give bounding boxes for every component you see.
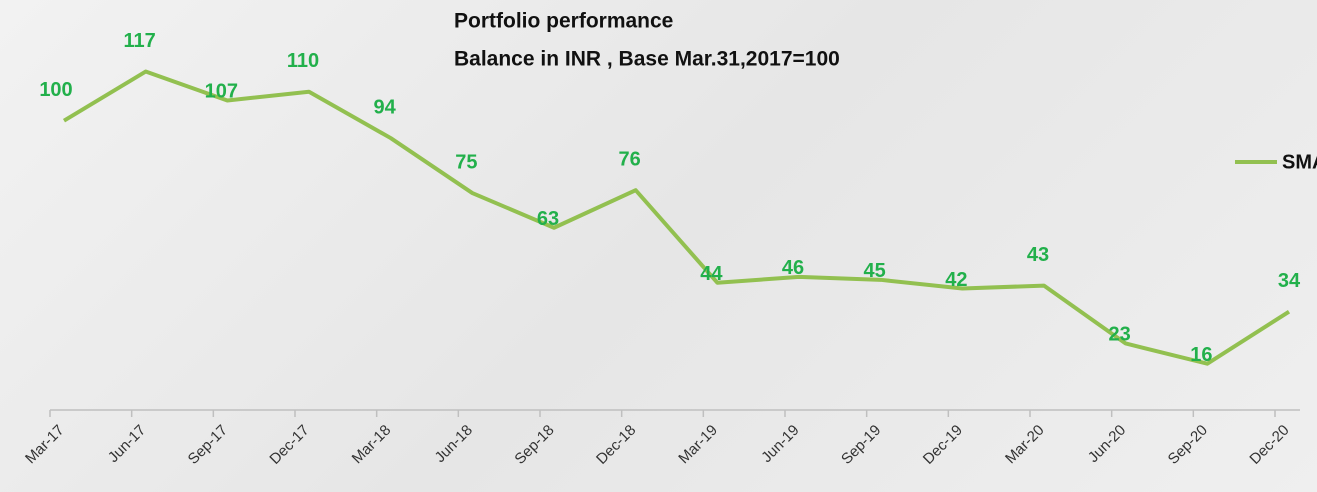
data-label: 42 xyxy=(945,269,967,291)
x-tick-label: Mar-19 xyxy=(675,422,721,468)
data-label: 100 xyxy=(39,79,72,101)
x-tick-label: Sep-20 xyxy=(1165,422,1211,468)
x-tick-label: Dec-17 xyxy=(266,422,312,468)
x-tick-label: Dec-20 xyxy=(1246,422,1292,468)
data-label: 45 xyxy=(864,260,886,282)
chart-title: Portfolio performance xyxy=(454,10,673,33)
x-tick-label: Sep-19 xyxy=(838,422,884,468)
data-label: 23 xyxy=(1109,324,1131,346)
x-tick-label: Mar-20 xyxy=(1002,422,1048,468)
legend-label: SMA 30+ xyxy=(1282,151,1317,173)
data-label: 76 xyxy=(619,148,641,170)
x-tick-label: Dec-18 xyxy=(593,422,639,468)
x-tick-label: Jun-18 xyxy=(432,422,476,466)
x-tick-label: Sep-18 xyxy=(511,422,557,468)
x-tick-label: Jun-19 xyxy=(758,422,802,466)
data-label: 63 xyxy=(537,208,559,230)
data-label: 44 xyxy=(700,263,723,285)
x-tick-label: Jun-20 xyxy=(1085,422,1129,466)
x-tick-label: Mar-18 xyxy=(349,422,395,468)
x-tick-label: Mar-17 xyxy=(22,422,68,468)
line xyxy=(62,69,1291,366)
data-label: 110 xyxy=(287,50,319,72)
data-label: 107 xyxy=(205,81,238,103)
data-label: 34 xyxy=(1278,270,1301,292)
data-label: 75 xyxy=(455,151,477,173)
data-label: 117 xyxy=(124,30,156,52)
x-tick-label: Sep-17 xyxy=(185,422,231,468)
data-label: 43 xyxy=(1027,244,1049,266)
chart-subtitle: Balance in INR , Base Mar.31,2017=100 xyxy=(454,48,840,71)
data-label: 46 xyxy=(782,257,804,279)
data-label: 16 xyxy=(1190,344,1212,366)
x-tick-label: Dec-19 xyxy=(920,422,966,468)
x-tick-label: Jun-17 xyxy=(105,422,149,466)
data-label: 94 xyxy=(374,96,397,118)
